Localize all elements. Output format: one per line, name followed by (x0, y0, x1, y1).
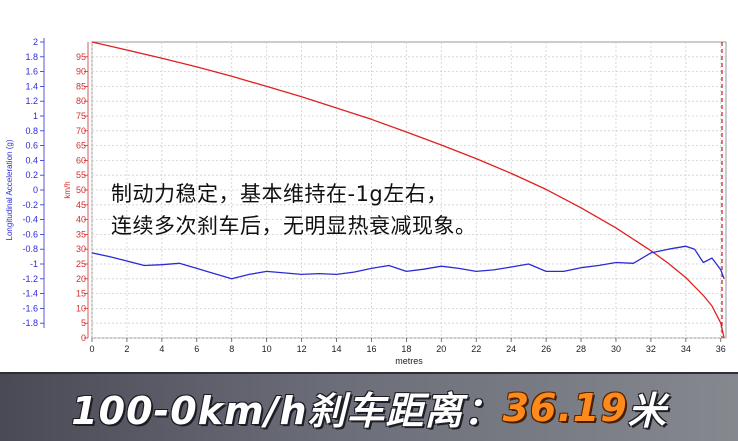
right-tick-label: 90 (76, 67, 86, 77)
left-tick-label: 0.2 (25, 170, 38, 180)
right-tick-label: 15 (76, 289, 86, 299)
x-tick-label: 34 (681, 344, 691, 354)
x-tick-label: 2 (124, 344, 129, 354)
right-tick-label: 45 (76, 200, 86, 210)
x-tick-label: 18 (401, 344, 411, 354)
speed-series-line (91, 41, 725, 339)
chart-annotation: 制动力稳定，基本维持在-1g左右， 连续多次刹车后，无明显热衰减现象。 (111, 178, 477, 242)
grid-lines (91, 42, 726, 339)
left-tick-label: 1.4 (25, 81, 38, 91)
braking-chart: 2 1.8 1.6 1.4 1.2 1 0.8 0.6 0.4 0.2 0 -0.2 -0.4 -0.6 -… (5, 37, 727, 366)
annotation-line-2: 连续多次刹车后，无明显热衰减现象。 (111, 214, 477, 238)
series-layer (91, 41, 725, 339)
left-tick-label: -1.8 (22, 318, 38, 328)
right-tick-label: 30 (76, 244, 86, 254)
x-tick-label: 4 (159, 344, 164, 354)
x-tick-label: 32 (646, 344, 656, 354)
right-axis-label: km/h (63, 181, 72, 198)
left-axis-ticks: 2 1.8 1.6 1.4 1.2 1 0.8 0.6 0.4 0.2 0 -0.2 -0.4 -0.6 -… (22, 37, 45, 328)
x-tick-label: 20 (436, 344, 446, 354)
x-axis-ticks: 0 2 4 6 8 10 12 14 16 18 20 22 24 26 28 30 32 34 36 (89, 338, 726, 354)
left-tick-label: 0.6 (25, 141, 38, 151)
x-tick-label: 30 (611, 344, 621, 354)
left-tick-label: -1.2 (22, 274, 38, 284)
left-tick-label: 0.4 (25, 155, 38, 165)
x-tick-label: 0 (89, 344, 94, 354)
left-tick-label: 1.8 (25, 52, 38, 62)
right-tick-label: 0 (81, 333, 86, 343)
x-tick-label: 24 (506, 344, 516, 354)
x-tick-label: 10 (262, 344, 272, 354)
banner-value: 36.19 (502, 385, 628, 430)
right-tick-label: 70 (76, 126, 86, 136)
left-tick-label: 1.2 (25, 96, 38, 106)
right-tick-label: 65 (76, 141, 86, 151)
left-tick-label: -0.4 (22, 215, 38, 225)
right-tick-label: 55 (76, 170, 86, 180)
right-tick-label: 60 (76, 155, 86, 165)
x-tick-label: 22 (471, 344, 481, 354)
left-tick-label: 1.6 (25, 67, 38, 77)
left-tick-label: -0.6 (22, 229, 38, 239)
result-banner: 100-0km/h刹车距离： 36.19 米 (0, 372, 738, 441)
left-tick-label: -1 (30, 259, 38, 269)
left-axis-label: Longitudinal Acceleration (g) (5, 139, 14, 240)
left-tick-label: -0.8 (22, 244, 38, 254)
x-tick-label: 28 (576, 344, 586, 354)
banner-label: 100-0km/h刹车距离： (71, 389, 503, 433)
right-tick-label: 95 (76, 52, 86, 62)
x-tick-label: 36 (716, 344, 726, 354)
x-axis-label: metres (395, 356, 423, 366)
right-tick-label: 40 (76, 215, 86, 225)
x-tick-label: 14 (332, 344, 342, 354)
right-tick-label: 35 (76, 229, 86, 239)
banner-unit: 米 (627, 389, 667, 433)
left-tick-label: 2 (33, 37, 38, 47)
right-tick-label: 50 (76, 185, 86, 195)
left-tick-label: -1.4 (22, 289, 38, 299)
right-tick-label: 80 (76, 96, 86, 106)
x-tick-label: 6 (194, 344, 199, 354)
left-tick-label: 0 (33, 185, 38, 195)
x-tick-label: 8 (229, 344, 234, 354)
acceleration-series-line (91, 245, 725, 280)
annotation-line-1: 制动力稳定，基本维持在-1g左右， (111, 182, 448, 206)
right-tick-label: 20 (76, 274, 86, 284)
right-tick-label: 10 (76, 303, 86, 313)
x-tick-label: 16 (366, 344, 376, 354)
right-tick-label: 75 (76, 111, 86, 121)
left-tick-label: 0.8 (25, 126, 38, 136)
left-tick-label: 1 (33, 111, 38, 121)
right-tick-label: 25 (76, 259, 86, 269)
left-tick-label: -0.2 (22, 200, 38, 210)
right-tick-label: 5 (81, 318, 86, 328)
right-tick-label: 85 (76, 81, 86, 91)
left-tick-label: -1.6 (22, 303, 38, 313)
x-tick-label: 26 (541, 344, 551, 354)
x-tick-label: 12 (297, 344, 307, 354)
